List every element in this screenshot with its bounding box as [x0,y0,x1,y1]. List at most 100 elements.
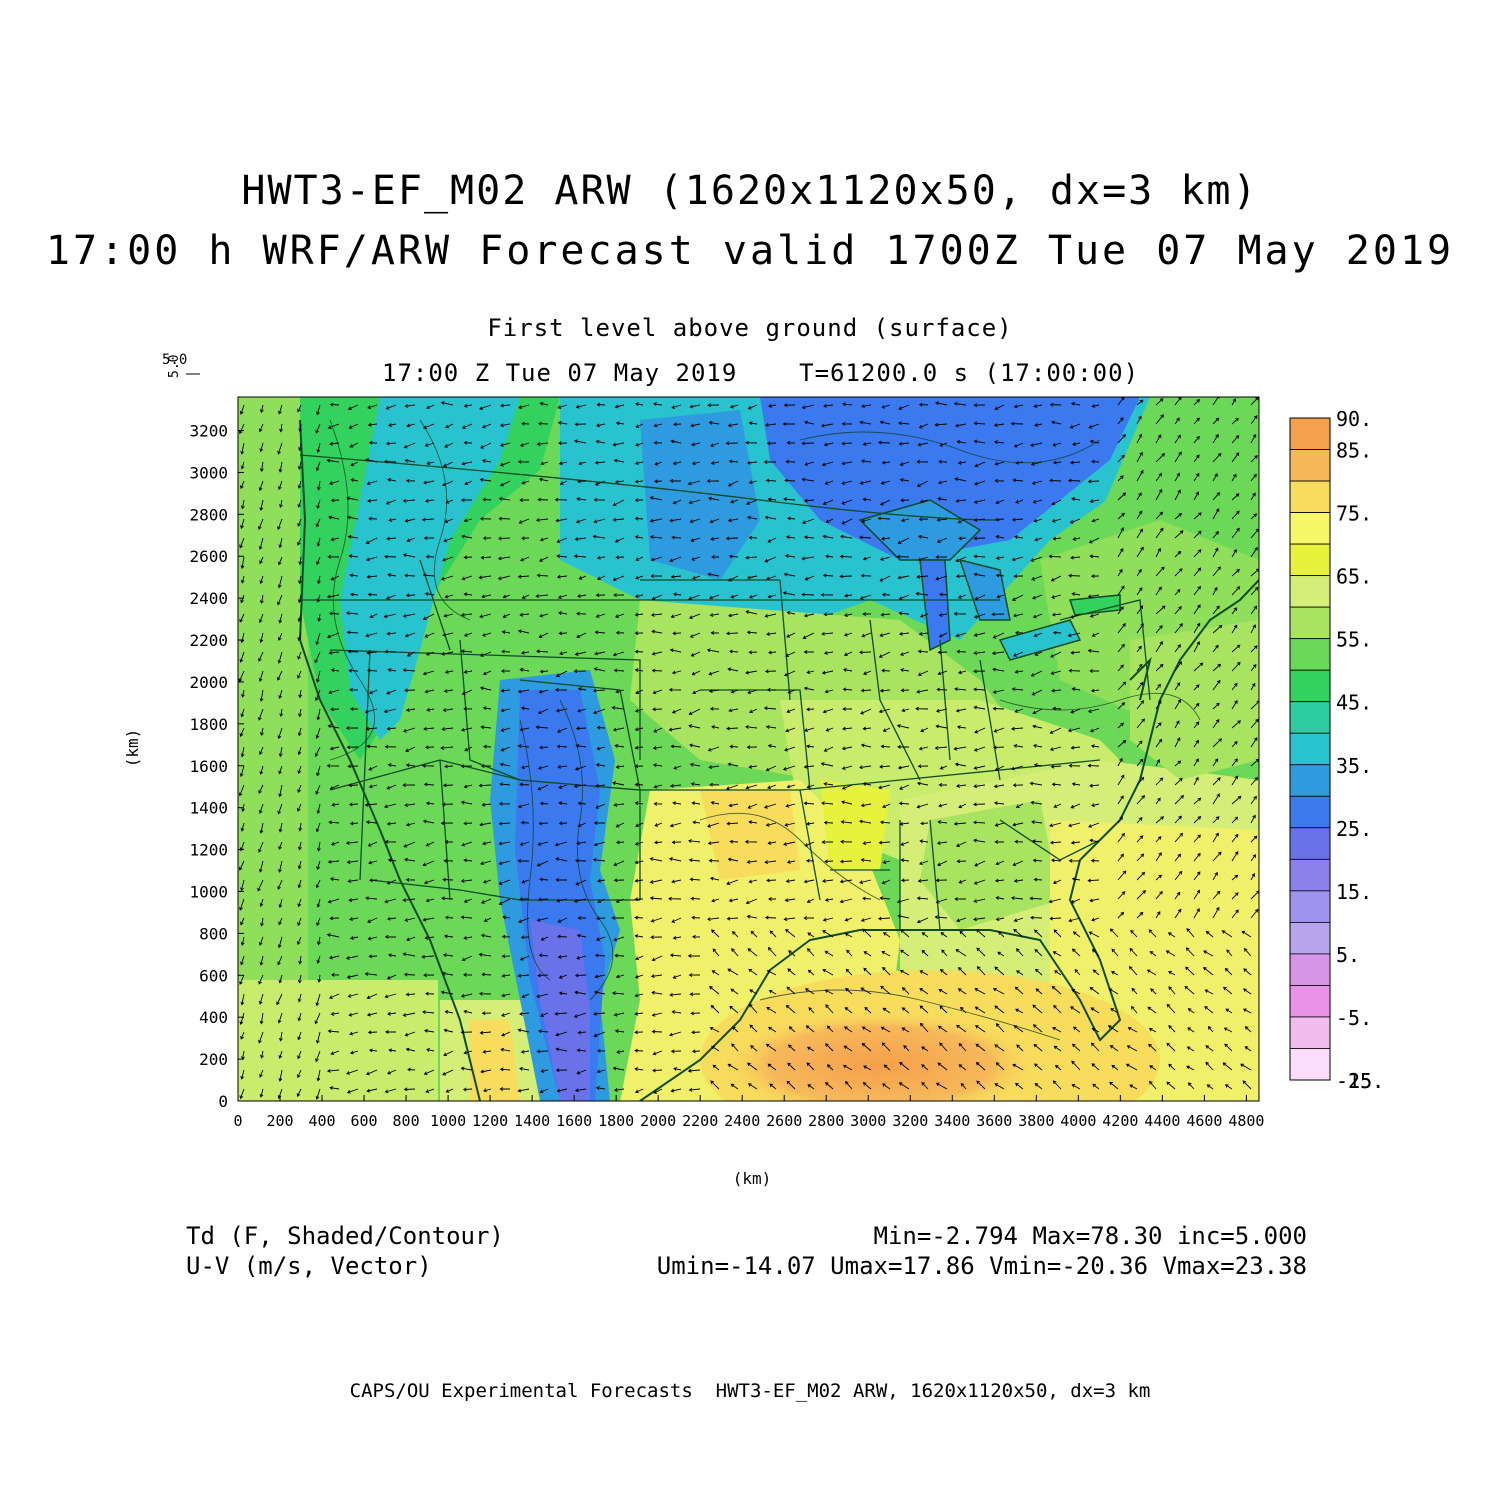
wind-vector [879,556,891,561]
x-tick-label: 2400 [724,1112,760,1130]
wind-vector [807,932,815,938]
wind-vector [535,725,549,730]
wind-vector [501,993,511,998]
wind-vector [1193,585,1201,596]
wind-vector [746,575,758,580]
wind-vector [842,687,853,692]
wind-vector [481,1011,492,1016]
wind-vector [501,1031,511,1037]
wind-vector [1155,738,1163,748]
wind-vector [402,727,416,733]
wind-vector [597,575,606,581]
wind-vector [519,498,530,502]
wind-vector [259,442,264,453]
wind-vector [860,573,872,578]
wind-vector [519,955,530,961]
wind-vector [1136,681,1144,691]
wind-vector [1110,1008,1119,1014]
wind-vector [993,784,1005,789]
wind-vector [1174,417,1180,425]
wind-vector [973,651,986,656]
wind-vector [728,898,739,903]
subtitle-time: 17:00 Z Tue 07 May 2019 T=61200.0 s (17:… [382,359,1140,387]
wind-vector [1136,645,1142,653]
wind-vector [405,478,416,483]
wind-vector [460,649,473,654]
wind-vector [1117,527,1124,539]
wind-vector [595,1086,606,1091]
wind-vector [958,879,967,884]
wind-vector [479,516,492,521]
wind-vector [1107,1025,1119,1033]
wind-vector [558,441,568,446]
wind-vector [576,611,587,616]
wind-vector [936,687,948,692]
wind-vector [692,934,701,939]
wind-vector [669,648,682,653]
wind-vector [349,573,359,578]
wind-vector [278,765,283,775]
wind-vector [559,480,568,485]
wind-vector [650,613,663,617]
wind-vector [540,461,549,466]
wind-vector [240,442,245,455]
wind-vector [651,629,663,634]
wind-vector [278,632,283,641]
wind-vector [1193,889,1201,900]
wind-vector [883,1064,891,1071]
wind-vector [328,820,340,825]
wind-vector [1014,535,1024,539]
wind-vector [804,420,815,425]
wind-vector [824,898,834,902]
wind-vector [879,688,891,693]
wind-vector [1013,743,1024,748]
wind-vector [316,898,321,908]
wind-vector [1070,898,1081,904]
wind-vector [730,1083,739,1090]
wind-vector [939,765,948,770]
wind-vector [1130,929,1138,938]
wind-vector [575,858,587,863]
wind-vector [556,554,568,559]
wind-vector [424,935,435,940]
wind-vector [801,518,815,525]
wind-vector [1231,398,1237,406]
wind-vector [1048,898,1062,904]
wind-vector [803,535,815,540]
wind-vector [954,762,967,767]
wind-vector [973,746,986,752]
wind-vector [1155,874,1163,881]
wind-vector [806,1046,815,1052]
wind-vector [386,689,397,695]
wind-vector [1087,878,1100,883]
wind-vector [670,574,682,579]
wind-vector [1212,663,1222,672]
wind-vector [277,575,283,589]
wind-vector [519,612,530,617]
wind-vector [240,594,245,604]
wind-vector [901,708,910,713]
wind-vector [1231,720,1241,729]
wind-vector [1091,632,1100,637]
wind-vector [330,841,340,846]
wind-vector [767,784,777,790]
x-tick-label: 4000 [1060,1112,1096,1130]
wind-vector [460,800,473,805]
wind-vector [956,1024,967,1033]
wind-vector [577,687,587,691]
wind-vector [1212,473,1218,482]
y-tick-label: 2600 [189,547,228,566]
wind-vector [649,879,663,884]
wind-vector [330,575,340,581]
wind-vector [801,441,815,446]
wind-vector [298,423,303,433]
wind-vector [691,801,701,806]
wind-vector [973,879,986,885]
wind-vector [1117,434,1126,444]
wind-vector [498,898,511,905]
wind-vector [316,917,321,927]
wind-vector [1034,537,1043,542]
x-tick-label: 1000 [430,1112,466,1130]
wind-vector [1231,624,1238,634]
wind-vector [824,689,834,694]
